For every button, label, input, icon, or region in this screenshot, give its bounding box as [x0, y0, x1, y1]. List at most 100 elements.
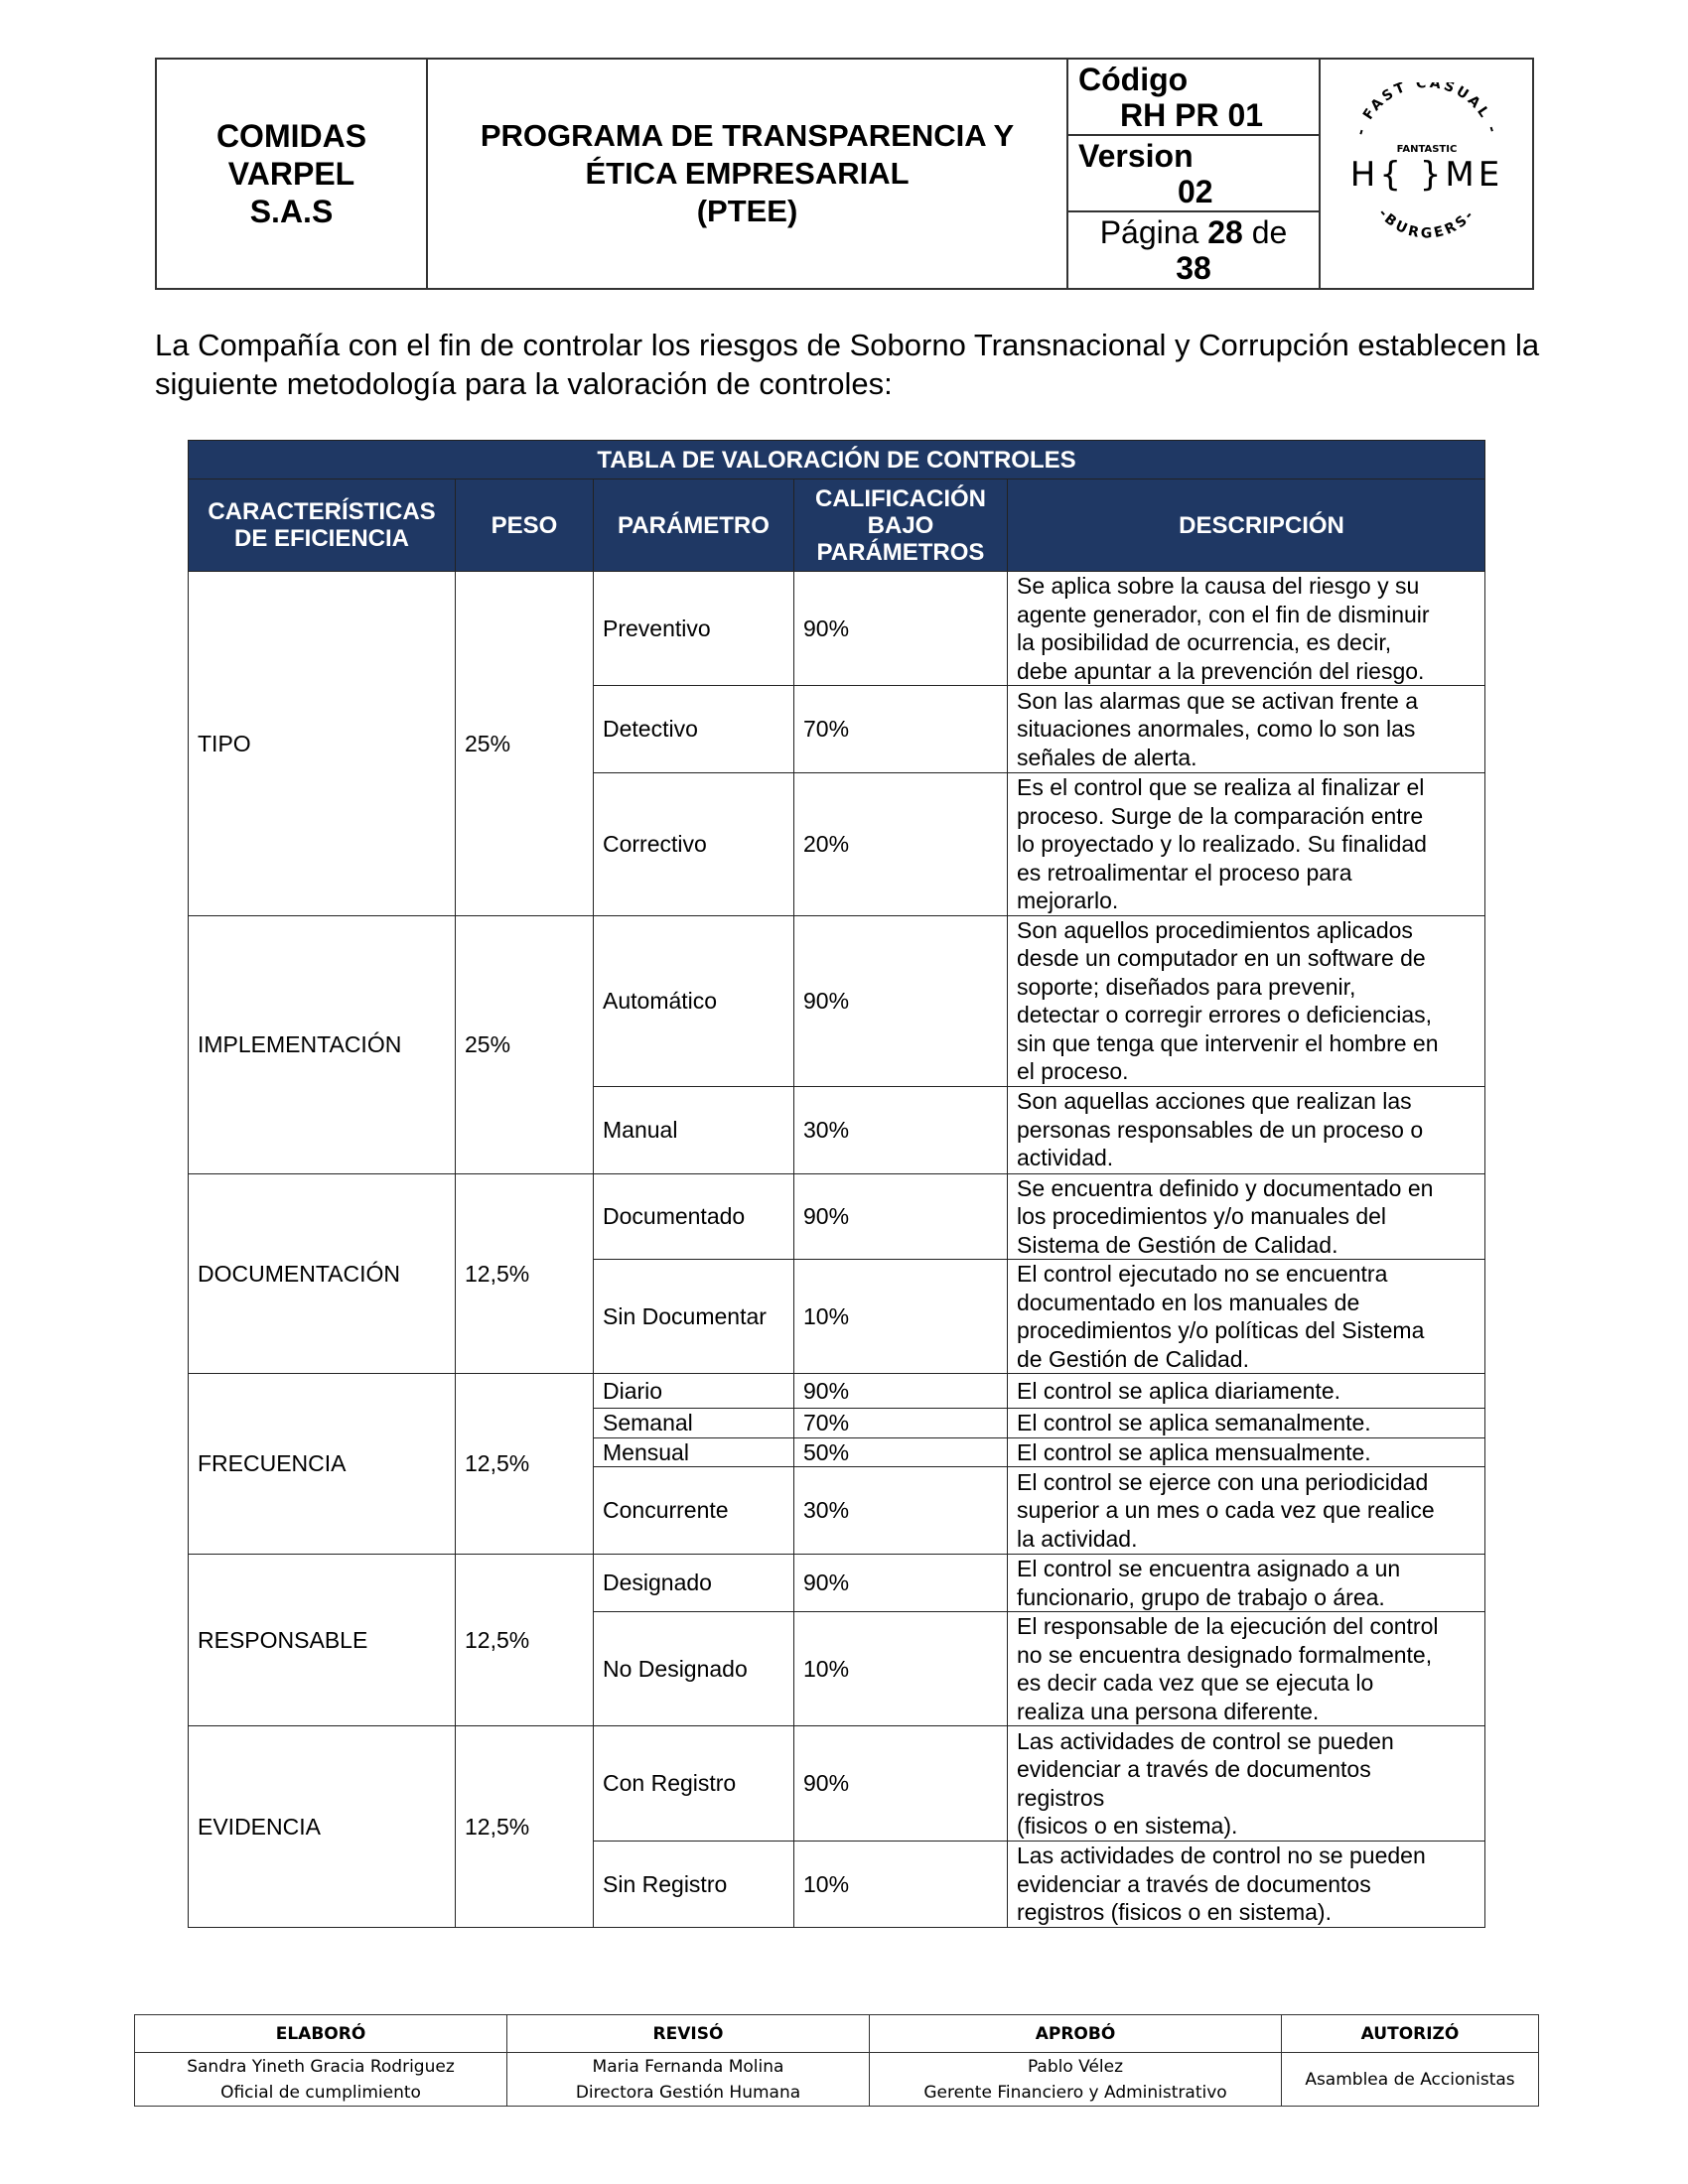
weight-cell: 25%: [455, 571, 594, 916]
table-row: Detectivo 70% Son las alarmas que se activ…: [189, 685, 1486, 773]
score-cell: 90%: [793, 1554, 1008, 1612]
weight-cell: 12,5%: [455, 1725, 594, 1928]
column-header: CARACTERÍSTICAS DE EFICIENCIA: [188, 478, 456, 572]
parameter-cell: Documentado: [593, 1172, 794, 1260]
score-cell: 70%: [793, 685, 1008, 773]
page-cell: Página 28 de 38: [1066, 210, 1321, 290]
table-row: RESPONSABLE 12,5% Designado 90% El control s…: [188, 1554, 1486, 1726]
description-cell: El control se aplica diariamente.: [1006, 1373, 1486, 1409]
program-title-line: (PTEE): [696, 194, 798, 228]
parameter-cell: Sin Registro: [593, 1841, 794, 1928]
column-header: PARÁMETRO: [593, 478, 794, 572]
description-cell: Se aplica sobre la causa del riesgo y su…: [1006, 571, 1486, 686]
brand-logo: - FAST CASUAL - FANTASTIC H{ }ME -BURGER…: [1319, 58, 1534, 290]
description-cell: El control se aplica semanalmente.: [1006, 1408, 1486, 1438]
version-value: 02: [1178, 173, 1213, 209]
code-cell: Código RH PR 01: [1066, 58, 1321, 136]
signer-name: Maria Fernanda Molina: [592, 2056, 784, 2077]
weight-cell: 12,5%: [455, 1172, 594, 1374]
footer-header-aprobo: APROBÓ: [869, 2014, 1282, 2053]
weight-cell: 25%: [455, 914, 594, 1174]
table-row: Sin Documentar 10% El control ejecutado no…: [189, 1259, 1486, 1374]
company-name-text: COMIDAS VARPEL S.A.S: [215, 118, 367, 229]
page-of: de: [1251, 214, 1288, 250]
signer-name: Pablo Vélez: [1027, 2056, 1124, 2077]
characteristic-cell: RESPONSABLE: [188, 1554, 456, 1726]
footer-header-elaboro: ELABORÓ: [134, 2014, 507, 2053]
parameter-cell: Semanal: [593, 1408, 794, 1438]
description-cell: Las actividades de control no se pueden …: [1006, 1841, 1486, 1928]
signer-role: Gerente Financiero y Administrativo: [923, 2082, 1227, 2103]
svg-text:-BURGERS-: -BURGERS-: [1374, 205, 1478, 241]
home-burgers-logo-icon: - FAST CASUAL - FANTASTIC H{ }ME -BURGER…: [1349, 74, 1502, 241]
footer-header-reviso: REVISÓ: [506, 2014, 870, 2053]
signer-role: Directora Gestión Humana: [575, 2082, 801, 2103]
footer-header-autorizo: AUTORIZÓ: [1281, 2014, 1539, 2053]
table-row: Correctivo 20% Es el control que se realiz…: [189, 772, 1486, 916]
table-row: TIPO 25% Preventivo 90% Se aplica sobre la c…: [188, 571, 1486, 916]
table-row: IMPLEMENTACIÓN 25% Automático 90% Son aquell…: [188, 914, 1486, 1174]
svg-text:- FAST CASUAL -: - FAST CASUAL -: [1352, 82, 1500, 137]
column-header: DESCRIPCIÓN: [1006, 478, 1486, 572]
score-cell: 10%: [793, 1259, 1008, 1374]
table-title: TABLA DE VALORACIÓN DE CONTROLES: [187, 440, 1486, 479]
description-cell: Es el control que se realiza al finaliza…: [1006, 772, 1486, 916]
characteristic-cell: IMPLEMENTACIÓN: [188, 914, 456, 1174]
parameter-cell: Correctivo: [593, 772, 794, 916]
description-cell: Son las alarmas que se activan frente a …: [1006, 685, 1486, 773]
intro-paragraph: La Compañía con el fin de controlar los …: [155, 328, 1540, 401]
weight-cell: 12,5%: [455, 1373, 594, 1555]
table-row: Mensual 50% El control se aplica mensualme…: [189, 1436, 1486, 1467]
program-title: PROGRAMA DE TRANSPARENCIA Y ÉTICA EMPRES…: [426, 58, 1068, 290]
parameter-cell: Concurrente: [593, 1466, 794, 1555]
description-cell: Son aquellos procedimientos aplicados de…: [1006, 914, 1486, 1087]
parameter-cell: Automático: [593, 914, 794, 1087]
score-cell: 90%: [793, 1725, 1008, 1842]
signer-role: Oficial de cumplimiento: [220, 2082, 421, 2103]
program-title-line: PROGRAMA DE TRANSPARENCIA Y: [480, 118, 1015, 153]
controls-valuation-table: TABLA DE VALORACIÓN DE CONTROLES CARACTE…: [187, 440, 1486, 1928]
description-cell: El responsable de la ejecución del contr…: [1006, 1611, 1486, 1726]
description-cell: Las actividades de control se pueden evi…: [1006, 1725, 1486, 1842]
characteristic-cell: DOCUMENTACIÓN: [188, 1172, 456, 1374]
parameter-cell: Sin Documentar: [593, 1259, 794, 1374]
parameter-cell: Detectivo: [593, 685, 794, 773]
footer-aprobo: Pablo Vélez Gerente Financiero y Administ…: [869, 2052, 1282, 2107]
table-row: Concurrente 30% El control se ejerce con u…: [189, 1466, 1486, 1555]
svg-text:H{ }ME: H{ }ME: [1349, 155, 1502, 195]
document-header: COMIDAS VARPEL S.A.S PROGRAMA DE TRANSPA…: [155, 58, 1534, 290]
description-cell: El control se ejerce con una periodicida…: [1006, 1466, 1486, 1555]
score-cell: 50%: [793, 1436, 1008, 1467]
page-number: 28: [1207, 214, 1243, 250]
company-name: COMIDAS VARPEL S.A.S: [155, 58, 428, 290]
table-row: No Designado 10% El responsable de la ejec…: [189, 1611, 1486, 1726]
table-row: EVIDENCIA 12,5% Con Registro 90% Las activid…: [188, 1725, 1486, 1928]
column-header: PESO: [455, 478, 594, 572]
footer-reviso: Maria Fernanda Molina Directora Gestión H…: [506, 2052, 870, 2107]
description-cell: Son aquellas acciones que realizan las p…: [1006, 1085, 1486, 1174]
table-row: Sin Registro 10% Las actividades de contro…: [189, 1841, 1486, 1928]
code-label: Código: [1078, 61, 1189, 97]
score-cell: 90%: [793, 1172, 1008, 1260]
svg-text:FANTASTIC: FANTASTIC: [1396, 144, 1457, 155]
column-header: CALIFICACIÓN BAJO PARÁMETROS: [793, 478, 1008, 572]
page-total: 38: [1176, 250, 1211, 286]
parameter-cell: Designado: [593, 1554, 794, 1612]
characteristic-cell: FRECUENCIA: [188, 1373, 456, 1555]
score-cell: 70%: [793, 1408, 1008, 1438]
description-cell: Se encuentra definido y documentado en l…: [1006, 1172, 1486, 1260]
characteristic-cell: EVIDENCIA: [188, 1725, 456, 1928]
signer-name: Sandra Yineth Gracia Rodriguez: [187, 2056, 455, 2077]
parameter-cell: Preventivo: [593, 571, 794, 686]
footer-elaboro: Sandra Yineth Gracia Rodriguez Oficial de…: [134, 2052, 507, 2107]
parameter-cell: Manual: [593, 1085, 794, 1174]
score-cell: 30%: [793, 1085, 1008, 1174]
score-cell: 10%: [793, 1611, 1008, 1726]
table-row: DOCUMENTACIÓN 12,5% Documentado 90% Se encue…: [188, 1172, 1486, 1374]
score-cell: 90%: [793, 914, 1008, 1087]
table-row: Manual 30% Son aquellas acciones que reali…: [189, 1085, 1486, 1174]
parameter-cell: No Designado: [593, 1611, 794, 1726]
score-cell: 20%: [793, 772, 1008, 916]
program-title-line: ÉTICA EMPRESARIAL: [585, 156, 910, 191]
footer-autorizo: Asamblea de Accionistas: [1281, 2052, 1539, 2107]
